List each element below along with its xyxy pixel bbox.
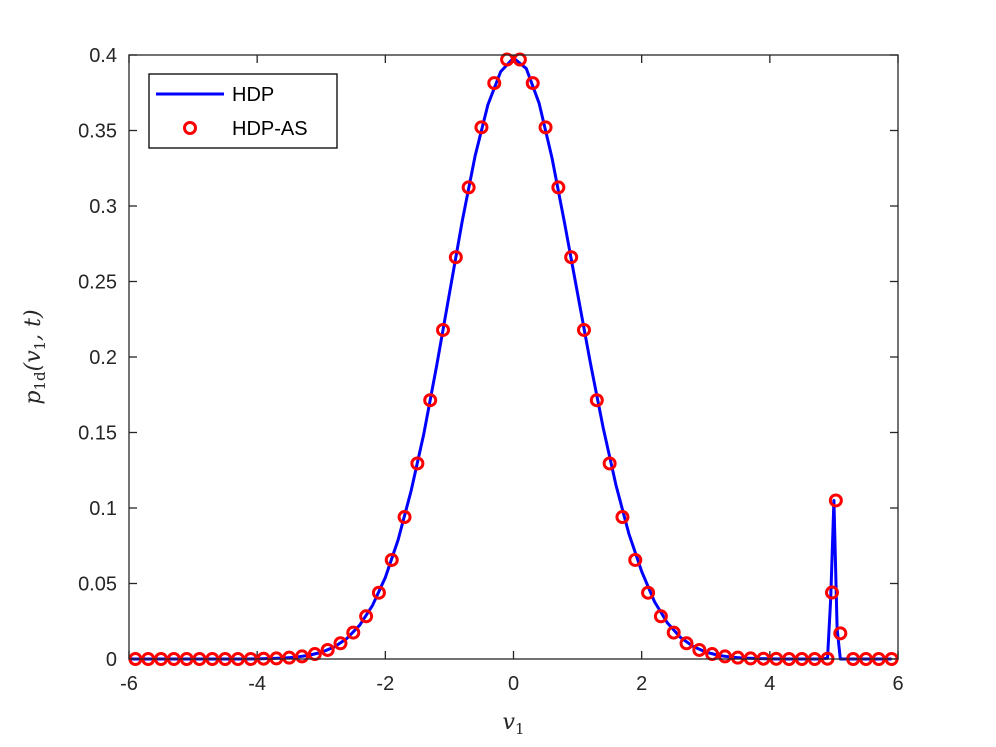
y-tick-label: 0.05 <box>78 574 117 596</box>
data-point-hdp-as <box>397 510 412 525</box>
x-tick-label: -4 <box>248 673 266 695</box>
data-point-hdp-as <box>692 642 707 657</box>
y-tick-label: 0 <box>106 649 117 671</box>
y-tick-label: 0.3 <box>89 196 117 218</box>
x-tick-label: -2 <box>376 673 394 695</box>
data-point-hdp-as <box>282 650 297 665</box>
y-axis-title: p1d(v1, t) <box>21 309 49 404</box>
y-tick-label: 0.15 <box>78 423 117 445</box>
data-point-hdp-as <box>824 585 839 600</box>
x-tick-label: -6 <box>120 673 138 695</box>
y-tick-label: 0.2 <box>89 347 117 369</box>
data-point-hdp-as <box>487 76 502 91</box>
x-tick-label: 2 <box>636 673 647 695</box>
data-point-hdp-as <box>615 510 630 525</box>
data-point-hdp-as <box>359 609 374 624</box>
data-point-hdp-as <box>730 650 745 665</box>
data-point-hdp-as <box>828 493 843 508</box>
data-point-hdp-as <box>410 456 425 471</box>
data-point-hdp-as <box>448 250 463 265</box>
y-tick-label: 0.35 <box>78 121 117 143</box>
data-point-hdp-as <box>295 649 310 664</box>
data-point-hdp-as <box>538 120 553 135</box>
data-point-hdp-as <box>641 585 656 600</box>
data-point-hdp-as <box>474 120 489 135</box>
data-point-hdp-as <box>500 52 515 67</box>
data-point-hdp-as <box>653 609 668 624</box>
data-point-hdp-as <box>436 322 451 337</box>
y-tick-label: 0.4 <box>89 45 117 67</box>
legend-swatch-hdp-as <box>183 121 197 135</box>
data-point-hdp-as <box>717 649 732 664</box>
data-point-hdp-as <box>371 585 386 600</box>
legend: HDP HDP-AS <box>148 73 338 149</box>
data-point-hdp-as <box>512 52 527 67</box>
data-point-hdp-as <box>589 393 604 408</box>
legend-label-hdp-as: HDP-AS <box>232 118 308 140</box>
data-point-hdp-as <box>602 456 617 471</box>
y-tick-label: 0.25 <box>78 272 117 294</box>
data-point-hdp-as <box>833 626 848 641</box>
tick-labels: -6 -4 -2 0 2 4 6 0 0.05 0.1 0.15 0.2 0.25 0.3 0.35 0.4 <box>78 45 904 695</box>
data-point-hdp-as <box>564 250 579 265</box>
data-point-hdp-as <box>679 636 694 651</box>
data-point-hdp-as <box>551 180 566 195</box>
data-point-hdp-as <box>346 625 361 640</box>
data-point-hdp-as <box>384 552 399 567</box>
x-tick-label: 4 <box>764 673 775 695</box>
data-point-hdp-as <box>525 76 540 91</box>
x-tick-label: 0 <box>508 673 519 695</box>
plot-frame <box>128 54 899 660</box>
legend-label-hdp: HDP <box>232 84 274 106</box>
x-axis-title: v1 <box>503 710 525 738</box>
data-point-hdp-as <box>423 393 438 408</box>
data-point-hdp-as <box>333 636 348 651</box>
data-point-hdp-as <box>628 552 643 567</box>
data-point-hdp-as <box>461 180 476 195</box>
x-tick-label: 6 <box>892 673 903 695</box>
data-point-hdp-as <box>576 322 591 337</box>
y-tick-label: 0.1 <box>89 498 117 520</box>
legend-box <box>148 73 338 149</box>
data-point-hdp-as <box>320 642 335 657</box>
data-point-hdp-as <box>666 625 681 640</box>
